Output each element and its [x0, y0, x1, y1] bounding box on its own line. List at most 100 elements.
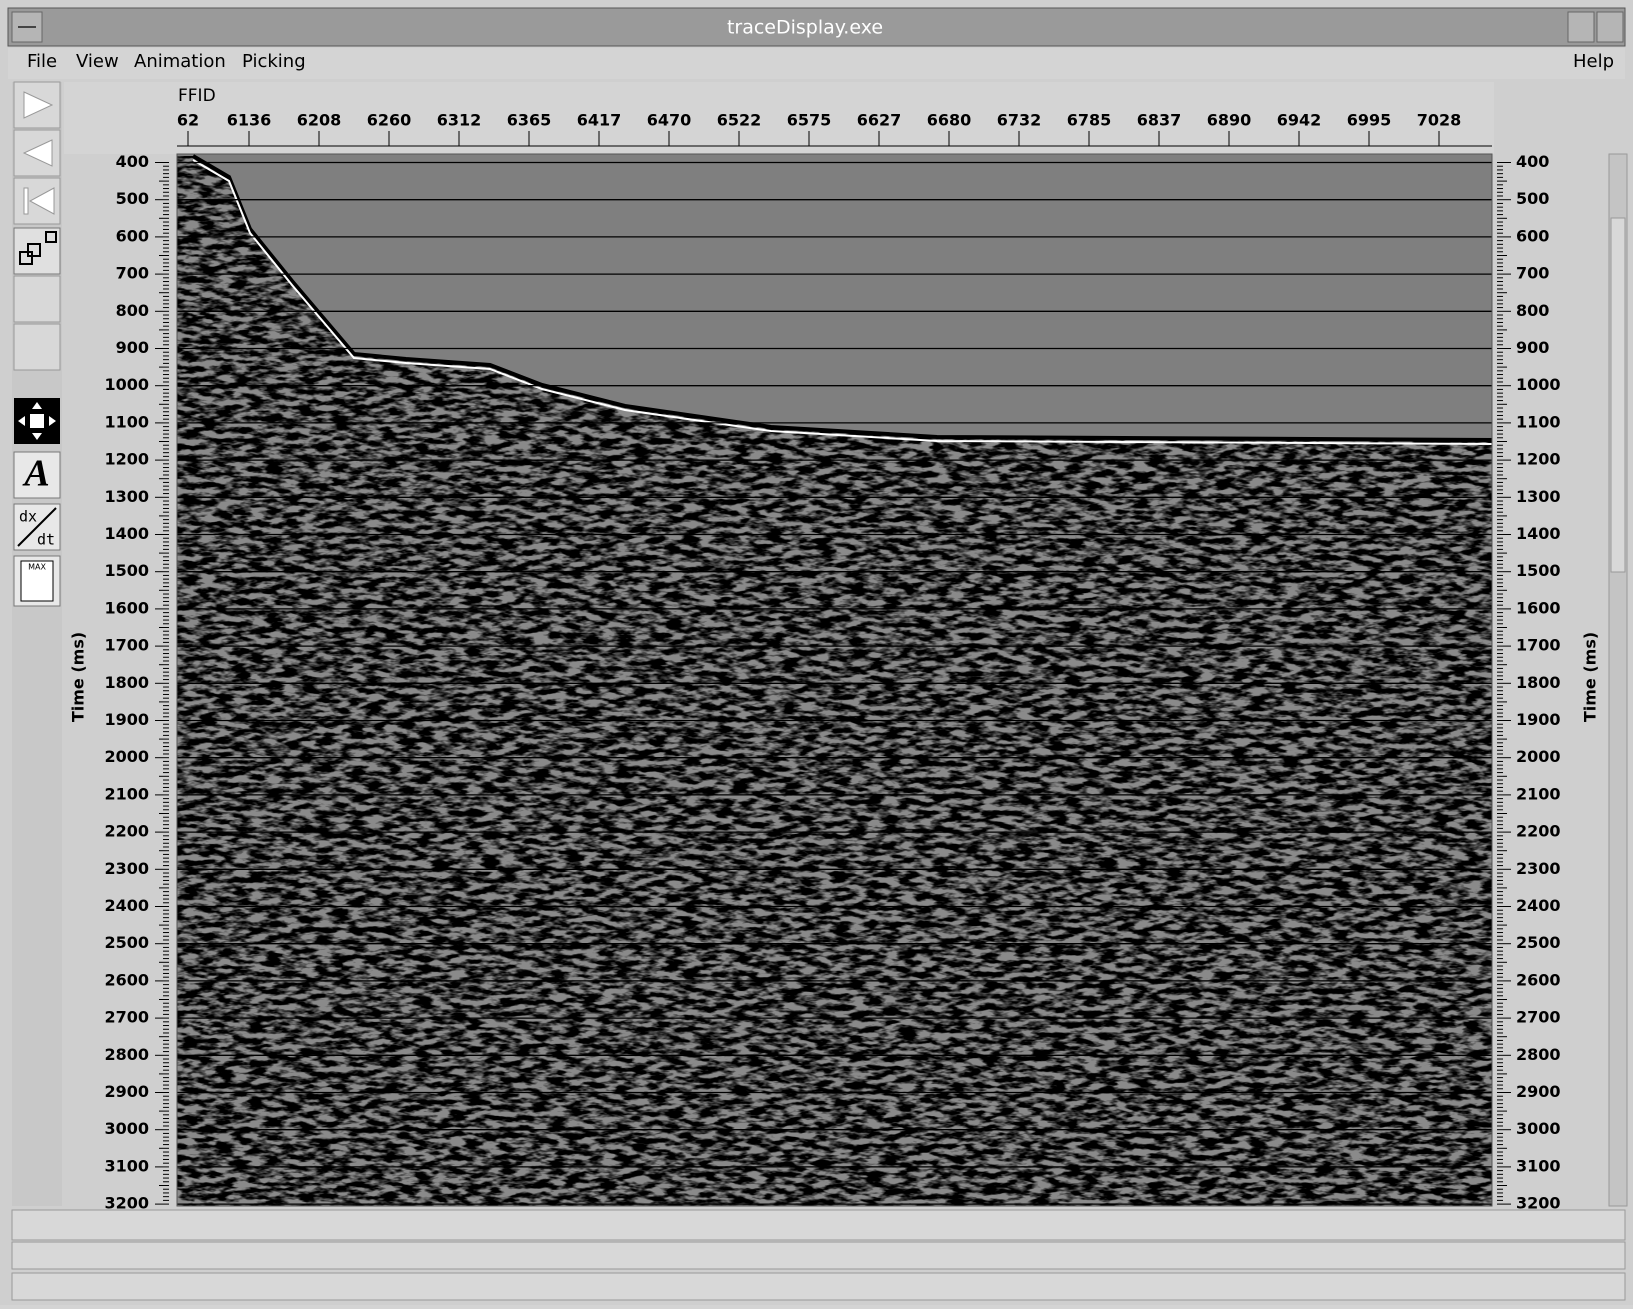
y-tick-label: 2100 [104, 784, 149, 803]
menu-item[interactable]: File [27, 51, 57, 72]
y-tick-label-right: 2400 [1516, 896, 1561, 915]
x-tick-label: 6785 [1067, 111, 1112, 130]
y-tick-label-right: 500 [1516, 189, 1549, 208]
y-tick-label: 900 [116, 338, 149, 357]
y-tick-label-right: 3100 [1516, 1156, 1561, 1175]
y-tick-label-right: 2600 [1516, 970, 1561, 989]
scroll-thumb[interactable] [1611, 218, 1625, 572]
x-tick-label: 6942 [1277, 111, 1322, 130]
x-tick-label: 6890 [1207, 111, 1252, 130]
y-tick-label-right: 1300 [1516, 487, 1561, 506]
y-tick-label: 1700 [104, 636, 149, 655]
x-tick-label: 6627 [857, 111, 902, 130]
y-tick-label: 1100 [104, 412, 149, 431]
y-tick-label: 1200 [104, 450, 149, 469]
y-tick-label: 2400 [104, 896, 149, 915]
x-tick-label: 6312 [437, 111, 482, 130]
y-tick-label: 2000 [104, 747, 149, 766]
y-tick-label: 2600 [104, 970, 149, 989]
y-tick-label-right: 2300 [1516, 859, 1561, 878]
max-tool-label: MAX [28, 563, 46, 572]
y-tick-label: 1900 [104, 710, 149, 729]
y-tick-label-right: 1900 [1516, 710, 1561, 729]
x-tick-label: 6837 [1137, 111, 1182, 130]
y-tick-label: 3100 [104, 1156, 149, 1175]
window: traceDisplay.exe Help A dx dt MAX FFID [0, 0, 1633, 1305]
x-tick-label: 62 [177, 111, 199, 130]
y-tick-label: 2300 [104, 859, 149, 878]
y-tick-label-right: 1700 [1516, 636, 1561, 655]
y-tick-label-right: 3000 [1516, 1119, 1561, 1138]
x-tick-label: 7028 [1417, 111, 1462, 130]
y-tick-label: 2700 [104, 1008, 149, 1027]
y-tick-label: 700 [116, 264, 149, 283]
y-tick-label-right: 800 [1516, 301, 1549, 320]
menu-help[interactable]: Help [1573, 51, 1614, 72]
y-tick-label: 500 [116, 189, 149, 208]
x-tick-label: 6575 [787, 111, 832, 130]
derivative-numerator: dx [19, 508, 37, 526]
y-tick-label: 1400 [104, 524, 149, 543]
page: traceDisplay.exe Help A dx dt MAX FFID [0, 0, 1633, 1305]
y-tick-label: 400 [116, 152, 149, 171]
window-title: traceDisplay.exe [727, 17, 883, 39]
x-tick-label: 6136 [227, 111, 272, 130]
y-tick-label-right: 1200 [1516, 450, 1561, 469]
y-tick-label-right: 2200 [1516, 822, 1561, 841]
y-tick-label-right: 400 [1516, 152, 1549, 171]
maximize-button[interactable] [1597, 12, 1623, 42]
derivative-denominator: dt [37, 531, 55, 549]
x-tick-label: 6680 [927, 111, 972, 130]
x-tick-label: 6732 [997, 111, 1042, 130]
x-tick-label: 6208 [297, 111, 342, 130]
status-bar [12, 1273, 1625, 1300]
y-tick-label: 800 [116, 301, 149, 320]
y-axis-label: Time (ms) [69, 632, 88, 722]
y-tick-label: 1000 [104, 375, 149, 394]
y-tick-label-right: 2800 [1516, 1045, 1561, 1064]
x-tick-label: 6260 [367, 111, 412, 130]
y-tick-label: 1300 [104, 487, 149, 506]
y-tick-label-right: 2100 [1516, 784, 1561, 803]
y-tick-label-right: 2700 [1516, 1008, 1561, 1027]
y-tick-label-right: 900 [1516, 338, 1549, 357]
y-tick-label-right: 2900 [1516, 1082, 1561, 1101]
stack-button[interactable] [14, 276, 60, 322]
menu-item[interactable]: Picking [242, 51, 306, 72]
y-tick-label-right: 1100 [1516, 412, 1561, 431]
y-axis-label-right: Time (ms) [1581, 632, 1600, 722]
y-tick-label-right: 2000 [1516, 747, 1561, 766]
y-tick-label-right: 1000 [1516, 375, 1561, 394]
text-tool-label: A [22, 453, 49, 495]
y-tick-label: 2200 [104, 822, 149, 841]
y-tick-label-right: 1800 [1516, 673, 1561, 692]
y-tick-label: 1600 [104, 598, 149, 617]
toolbar: A dx dt MAX [12, 82, 62, 1206]
x-tick-label: 6365 [507, 111, 552, 130]
y-tick-label: 2800 [104, 1045, 149, 1064]
y-tick-label-right: 600 [1516, 226, 1549, 245]
clear-button[interactable] [14, 324, 60, 370]
y-tick-label-right: 700 [1516, 264, 1549, 283]
x-tick-label: 6522 [717, 111, 762, 130]
x-tick-label: 6995 [1347, 111, 1392, 130]
y-tick-label: 2900 [104, 1082, 149, 1101]
y-tick-label: 3200 [104, 1194, 149, 1213]
y-tick-label-right: 1500 [1516, 561, 1561, 580]
y-tick-label-right: 1600 [1516, 598, 1561, 617]
y-tick-label: 1500 [104, 561, 149, 580]
y-tick-label: 600 [116, 226, 149, 245]
y-tick-label-right: 1400 [1516, 524, 1561, 543]
status-bar [12, 1210, 1625, 1240]
x-tick-label: 6417 [577, 111, 622, 130]
y-tick-label: 1800 [104, 673, 149, 692]
menu-item[interactable]: View [76, 51, 119, 72]
minimize-button[interactable] [1568, 12, 1594, 42]
y-tick-label: 2500 [104, 933, 149, 952]
x-tick-label: 6470 [647, 111, 692, 130]
y-tick-label-right: 3200 [1516, 1194, 1561, 1213]
menu-item[interactable]: Animation [134, 51, 226, 72]
status-bar [12, 1242, 1625, 1269]
y-tick-label: 3000 [104, 1119, 149, 1138]
x-axis-label: FFID [178, 86, 216, 106]
